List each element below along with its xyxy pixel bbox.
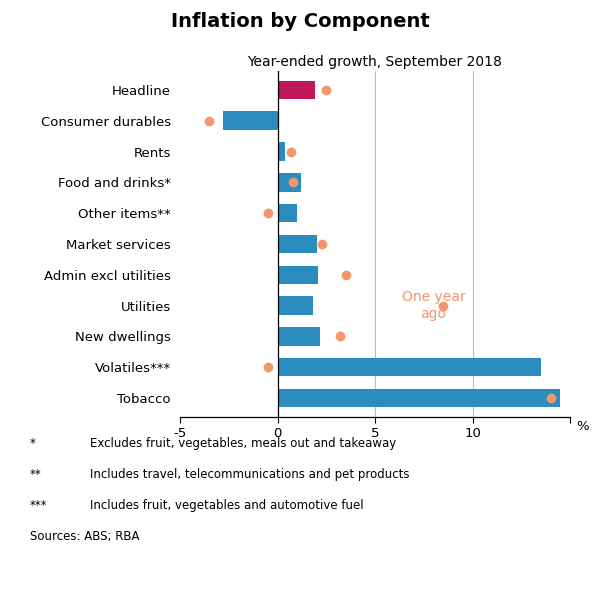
Title: Year-ended growth, September 2018: Year-ended growth, September 2018 <box>248 55 502 69</box>
Bar <box>277 265 319 284</box>
Text: Excludes fruit, vegetables, meals out and takeaway: Excludes fruit, vegetables, meals out an… <box>90 437 396 450</box>
Text: Inflation by Component: Inflation by Component <box>170 12 430 31</box>
Bar <box>277 173 301 192</box>
Bar <box>277 327 320 346</box>
Text: ***: *** <box>30 499 47 512</box>
Text: Sources: ABS; RBA: Sources: ABS; RBA <box>30 530 139 543</box>
Bar <box>277 296 313 315</box>
Text: Includes travel, telecommunications and pet products: Includes travel, telecommunications and … <box>90 468 409 481</box>
Bar <box>277 234 317 253</box>
Text: *: * <box>30 437 36 450</box>
Bar <box>277 81 314 99</box>
Text: Includes fruit, vegetables and automotive fuel: Includes fruit, vegetables and automotiv… <box>90 499 364 512</box>
Text: **: ** <box>30 468 42 481</box>
Bar <box>277 358 541 377</box>
Bar <box>277 204 297 223</box>
Text: One year
ago: One year ago <box>401 290 466 321</box>
Bar <box>277 389 560 407</box>
Bar <box>223 111 277 130</box>
Bar <box>277 142 286 161</box>
Text: %: % <box>576 420 589 433</box>
